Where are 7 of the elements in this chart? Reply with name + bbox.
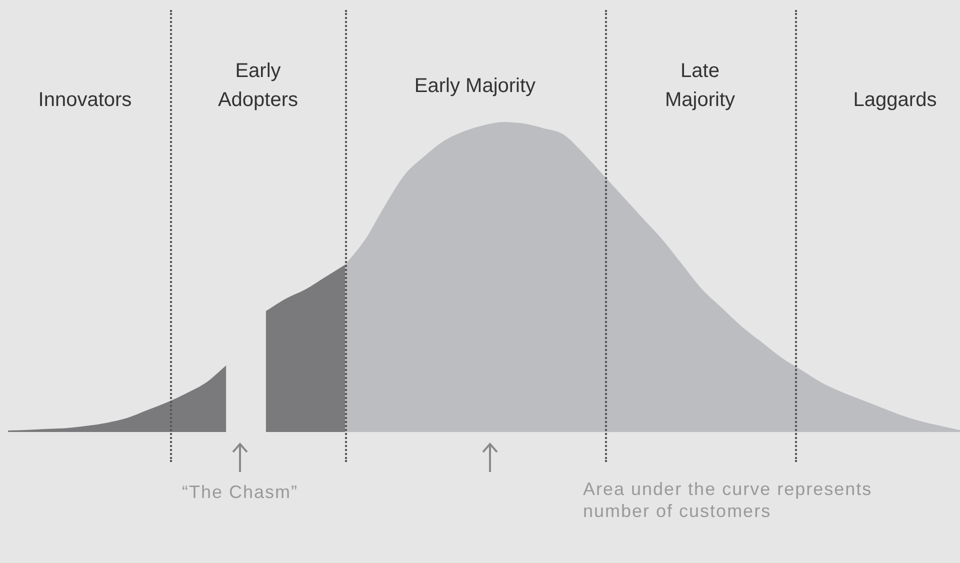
text: Laggards	[852, 88, 938, 113]
text: Innovators	[37, 88, 133, 113]
text: Early Majority	[413, 74, 537, 99]
text: Late Majority	[664, 59, 736, 113]
text: Area under the curve represents number of customers	[583, 478, 874, 522]
text: Early Adopters	[216, 59, 300, 113]
text: “The Chasm”	[180, 481, 300, 504]
